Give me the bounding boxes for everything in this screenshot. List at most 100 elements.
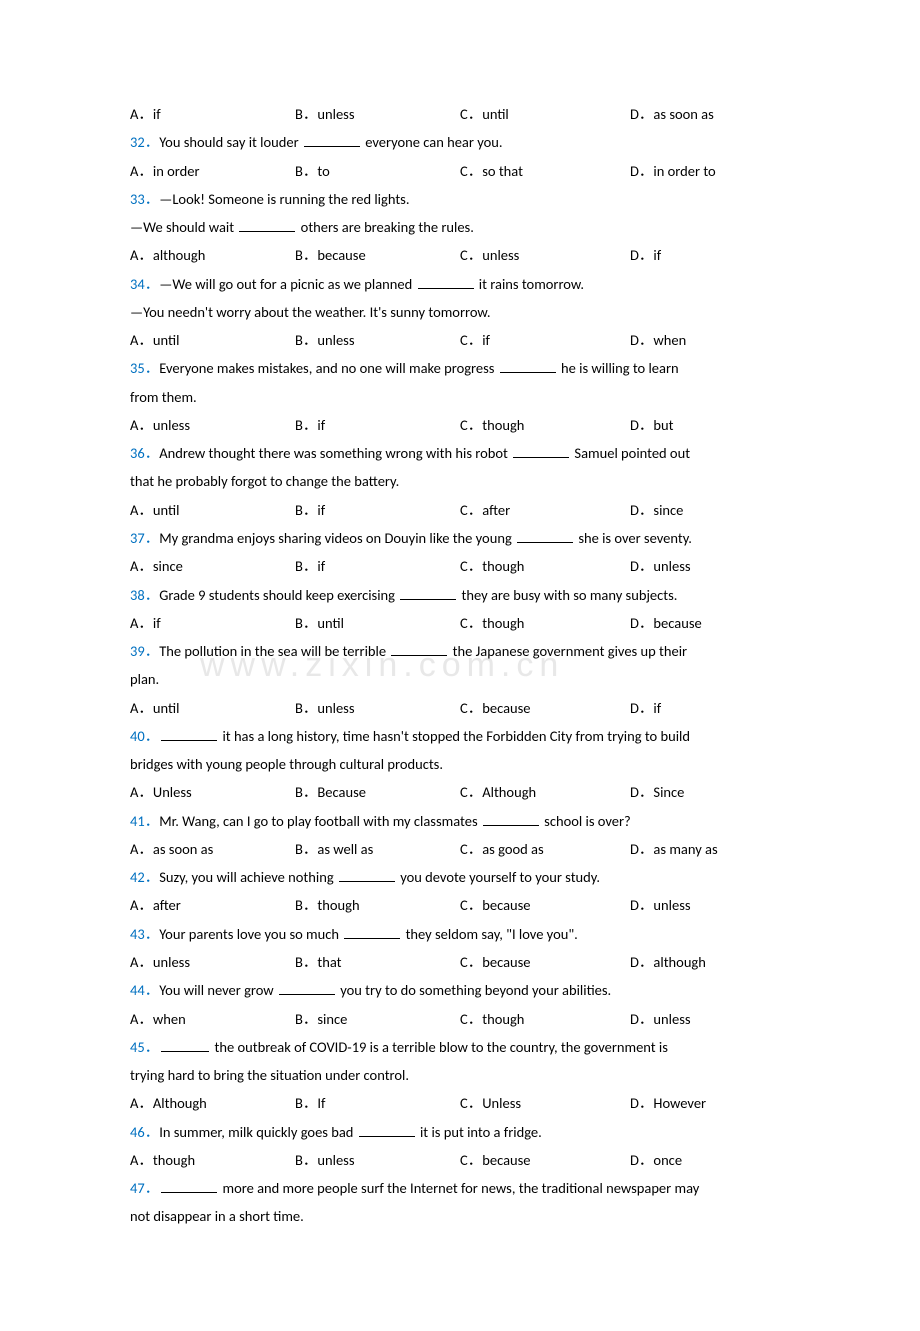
stem-text: it is put into a fridge. <box>417 1123 542 1141</box>
option-a: A．Unless <box>130 778 295 806</box>
option-d: D．unless <box>630 1005 790 1033</box>
blank <box>161 727 217 741</box>
stem-text: In summer, milk quickly goes bad <box>159 1123 357 1141</box>
q39-stem-l1: 39．The pollution in the sea will be terr… <box>130 637 790 665</box>
stem-text: others are breaking the rules. <box>297 218 473 236</box>
q43-stem: 43．Your parents love you so much they se… <box>130 920 790 948</box>
option-d: D．since <box>630 496 790 524</box>
option-d: D．However <box>630 1089 790 1117</box>
option-a: A．until <box>130 326 295 354</box>
blank <box>161 1179 217 1193</box>
option-c: C．Although <box>460 778 630 806</box>
q-number: 43． <box>130 925 159 943</box>
stem-text: Andrew thought there was something wrong… <box>159 444 511 462</box>
q46-options: A．though B．unless C．because D．once <box>130 1146 790 1174</box>
q-number: 47． <box>130 1179 159 1197</box>
stem-text: he is willing to learn <box>558 359 679 377</box>
blank <box>279 981 335 995</box>
q42-stem: 42．Suzy, you will achieve nothing you de… <box>130 863 790 891</box>
option-b: B．because <box>295 241 460 269</box>
option-a: A．until <box>130 496 295 524</box>
q-number: 39． <box>130 642 159 660</box>
q-number: 37． <box>130 529 159 547</box>
blank <box>359 1123 415 1137</box>
stem-text: Mr. Wang, can I go to play football with… <box>159 812 481 830</box>
option-d: D．as many as <box>630 835 790 863</box>
blank <box>339 868 395 882</box>
stem-text: they seldom say, "I love you". <box>402 925 578 943</box>
option-b: B．if <box>295 552 460 580</box>
option-a: A．Although <box>130 1089 295 1117</box>
option-b: B．until <box>295 609 460 637</box>
q45-stem-l1: 45． the outbreak of COVID-19 is a terrib… <box>130 1033 790 1061</box>
option-b: B．unless <box>295 326 460 354</box>
option-c: C．after <box>460 496 630 524</box>
option-a: A．although <box>130 241 295 269</box>
q-number: 33． <box>130 190 159 208</box>
stem-text: school is over? <box>541 812 631 830</box>
q34-options: A．until B．unless C．if D．when <box>130 326 790 354</box>
q39-stem-l2: plan. <box>130 665 790 693</box>
option-b: B．unless <box>295 1146 460 1174</box>
blank <box>304 133 360 147</box>
q40-stem-l2: bridges with young people through cultur… <box>130 750 790 778</box>
option-d: D．because <box>630 609 790 637</box>
q32-options: A．in order B．to C．so that D．in order to <box>130 157 790 185</box>
option-a: A．when <box>130 1005 295 1033</box>
option-c: C．so that <box>460 157 630 185</box>
q36-stem-l1: 36．Andrew thought there was something wr… <box>130 439 790 467</box>
option-c: C．because <box>460 891 630 919</box>
blank <box>513 444 569 458</box>
q47-stem-l1: 47． more and more people surf the Intern… <box>130 1174 790 1202</box>
option-b: B．if <box>295 496 460 524</box>
option-c: C．though <box>460 411 630 439</box>
option-a: A．after <box>130 891 295 919</box>
option-a: A．though <box>130 1146 295 1174</box>
q35-options: A．unless B．if C．though D．but <box>130 411 790 439</box>
stem-text: the Japanese government gives up their <box>449 642 687 660</box>
q43-options: A．unless B．that C．because D．although <box>130 948 790 976</box>
option-b: B．unless <box>295 694 460 722</box>
stem-text: she is over seventy. <box>575 529 692 547</box>
option-b: B．that <box>295 948 460 976</box>
option-d: D．Since <box>630 778 790 806</box>
q-number: 32． <box>130 133 159 151</box>
option-a: A．until <box>130 694 295 722</box>
stem-text: everyone can hear you. <box>362 133 503 151</box>
q-number: 41． <box>130 812 159 830</box>
option-a: A．in order <box>130 157 295 185</box>
stem-text: they are busy with so many subjects. <box>458 586 677 604</box>
option-b: B．though <box>295 891 460 919</box>
stem-text: Your parents love you so much <box>159 925 342 943</box>
option-d: D．as soon as <box>630 100 790 128</box>
q47-stem-l2: not disappear in a short time. <box>130 1202 790 1230</box>
option-c: C．because <box>460 694 630 722</box>
blank <box>391 642 447 656</box>
stem-text: Everyone makes mistakes, and no one will… <box>159 359 498 377</box>
option-b: B．since <box>295 1005 460 1033</box>
q37-stem: 37．My grandma enjoys sharing videos on D… <box>130 524 790 552</box>
option-d: D．when <box>630 326 790 354</box>
blank <box>400 585 456 599</box>
q40-options: A．Unless B．Because C．Although D．Since <box>130 778 790 806</box>
stem-text: Grade 9 students should keep exercising <box>159 586 398 604</box>
option-a: A．unless <box>130 411 295 439</box>
option-c: C．though <box>460 552 630 580</box>
option-b: B．if <box>295 411 460 439</box>
stem-text: The pollution in the sea will be terribl… <box>159 642 389 660</box>
option-d: D．unless <box>630 552 790 580</box>
q-number: 38． <box>130 586 159 604</box>
blank <box>418 275 474 289</box>
q33-stem-l1: 33．—Look! Someone is running the red lig… <box>130 185 790 213</box>
option-d: D．although <box>630 948 790 976</box>
option-b: B．Because <box>295 778 460 806</box>
q37-options: A．since B．if C．though D．unless <box>130 552 790 580</box>
stem-text: it has a long history, time hasn't stopp… <box>219 727 690 745</box>
blank <box>500 359 556 373</box>
option-c: C．unless <box>460 241 630 269</box>
option-a: A．since <box>130 552 295 580</box>
blank <box>483 812 539 826</box>
option-a: A．if <box>130 100 295 128</box>
q-number: 35． <box>130 359 159 377</box>
q-number: 44． <box>130 981 159 999</box>
